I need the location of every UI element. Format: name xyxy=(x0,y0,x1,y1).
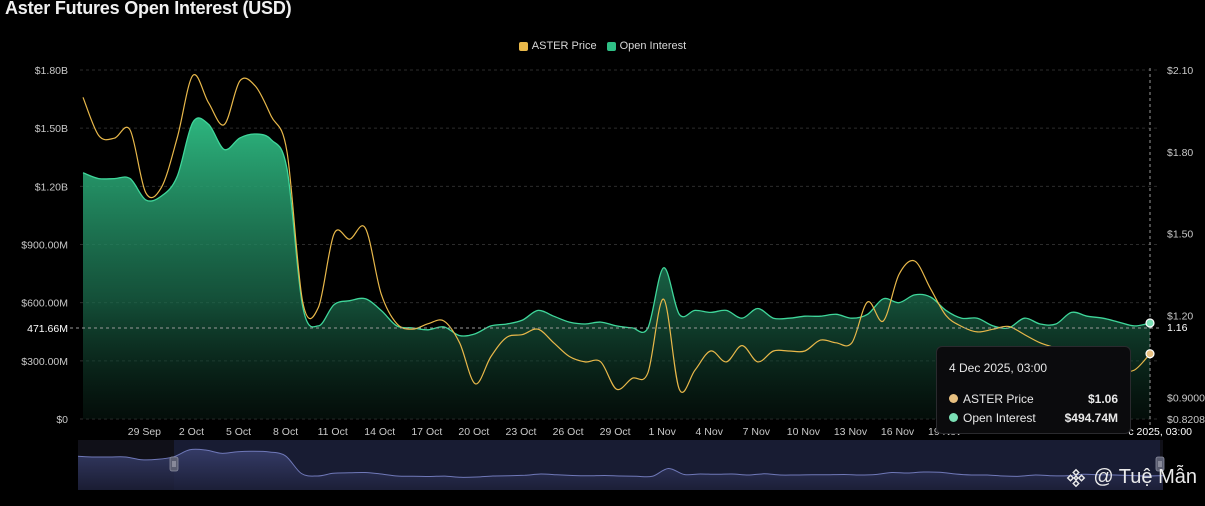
legend-swatch-price xyxy=(518,41,528,51)
y-left-tick-6: $1.80B xyxy=(35,65,68,77)
navigator-area xyxy=(78,449,1163,490)
y-left-tick-3: $900.00M xyxy=(21,240,68,252)
x-tick-7: 20 Oct xyxy=(458,426,489,438)
navigator-line xyxy=(77,448,1164,478)
x-tick-5: 14 Oct xyxy=(364,426,395,438)
x-tick-3: 8 Oct xyxy=(273,426,298,438)
x-tick-15: 13 Nov xyxy=(834,426,868,438)
series-open-interest-line xyxy=(82,117,1151,337)
x-tick-2: 5 Oct xyxy=(226,426,251,438)
legend-label-price: ASTER Price xyxy=(531,40,597,52)
y-left-tick-0: $0 xyxy=(56,414,68,426)
y-right-tick-3: $1.50 xyxy=(1167,229,1193,241)
y-left-tick-2: $600.00M xyxy=(21,298,68,310)
legend-item-price[interactable]: ASTER Price xyxy=(518,40,597,52)
watermark: @ Tuệ Mẫn xyxy=(1065,466,1197,489)
chart-tooltip: 4 Dec 2025, 03:00 ASTER Price $1.06 Open… xyxy=(936,346,1131,434)
x-tick-9: 26 Oct xyxy=(553,426,584,438)
x-tick-10: 29 Oct xyxy=(600,426,631,438)
tooltip-value-oi: $494.74M xyxy=(1064,410,1118,425)
x-tick-13: 7 Nov xyxy=(743,426,771,438)
chart-legend: ASTER Price Open Interest xyxy=(0,40,1205,52)
y-right-tick-4: $1.80 xyxy=(1167,147,1193,159)
tooltip-date: 4 Dec 2025, 03:00 xyxy=(949,361,1048,375)
x-tick-16: 16 Nov xyxy=(881,426,915,438)
x-tick-11: 1 Nov xyxy=(648,426,676,438)
crosshair-price-label: 1.16 xyxy=(1167,322,1188,334)
legend-item-oi[interactable]: Open Interest xyxy=(606,40,687,52)
marker-aster-price xyxy=(1145,349,1155,359)
crosshair-x-label: c 2025, 03:00 xyxy=(1128,426,1192,438)
tooltip-dot-price xyxy=(949,394,958,403)
x-tick-0: 29 Sep xyxy=(128,426,161,438)
x-tick-1: 2 Oct xyxy=(179,426,204,438)
tooltip-label-oi: Open Interest xyxy=(963,410,1036,425)
series-aster-price-line xyxy=(82,74,1151,393)
x-tick-12: 4 Nov xyxy=(696,426,724,438)
watermark-text: @ Tuệ Mẫn xyxy=(1093,466,1197,488)
x-tick-4: 11 Oct xyxy=(318,426,348,438)
tooltip-row-price: ASTER Price $1.06 xyxy=(949,389,1118,408)
navigator-handle-left[interactable] xyxy=(169,456,179,472)
marker-open-interest xyxy=(1145,318,1155,328)
series-open-interest-area xyxy=(83,117,1150,419)
x-tick-6: 17 Oct xyxy=(411,426,442,438)
y-left-tick-4: $1.20B xyxy=(35,181,68,193)
y-left-tick-1: $300.00M xyxy=(21,356,68,368)
tooltip-row-oi: Open Interest $494.74M xyxy=(949,408,1118,427)
y-right-tick-5: $2.10 xyxy=(1167,65,1193,77)
legend-label-oi: Open Interest xyxy=(619,40,687,52)
binance-logo-icon xyxy=(1067,468,1086,487)
y-right-tick-1: $0.9000 xyxy=(1167,392,1205,404)
x-tick-14: 10 Nov xyxy=(787,426,821,438)
tooltip-dot-oi xyxy=(949,413,958,422)
tooltip-label-price: ASTER Price xyxy=(963,391,1034,406)
y-right-tick-2: $1.20 xyxy=(1167,311,1193,323)
crosshair-y-label: 471.66M xyxy=(27,323,68,335)
tooltip-value-price: $1.06 xyxy=(1087,391,1118,406)
navigator-handle-right[interactable] xyxy=(1155,456,1165,472)
legend-swatch-oi xyxy=(606,41,616,51)
y-left-tick-5: $1.50B xyxy=(35,123,68,135)
y-right-tick-0: $0.8208 xyxy=(1167,414,1205,426)
x-tick-8: 23 Oct xyxy=(506,426,537,438)
chart-title: Aster Futures Open Interest (USD) xyxy=(5,0,292,18)
